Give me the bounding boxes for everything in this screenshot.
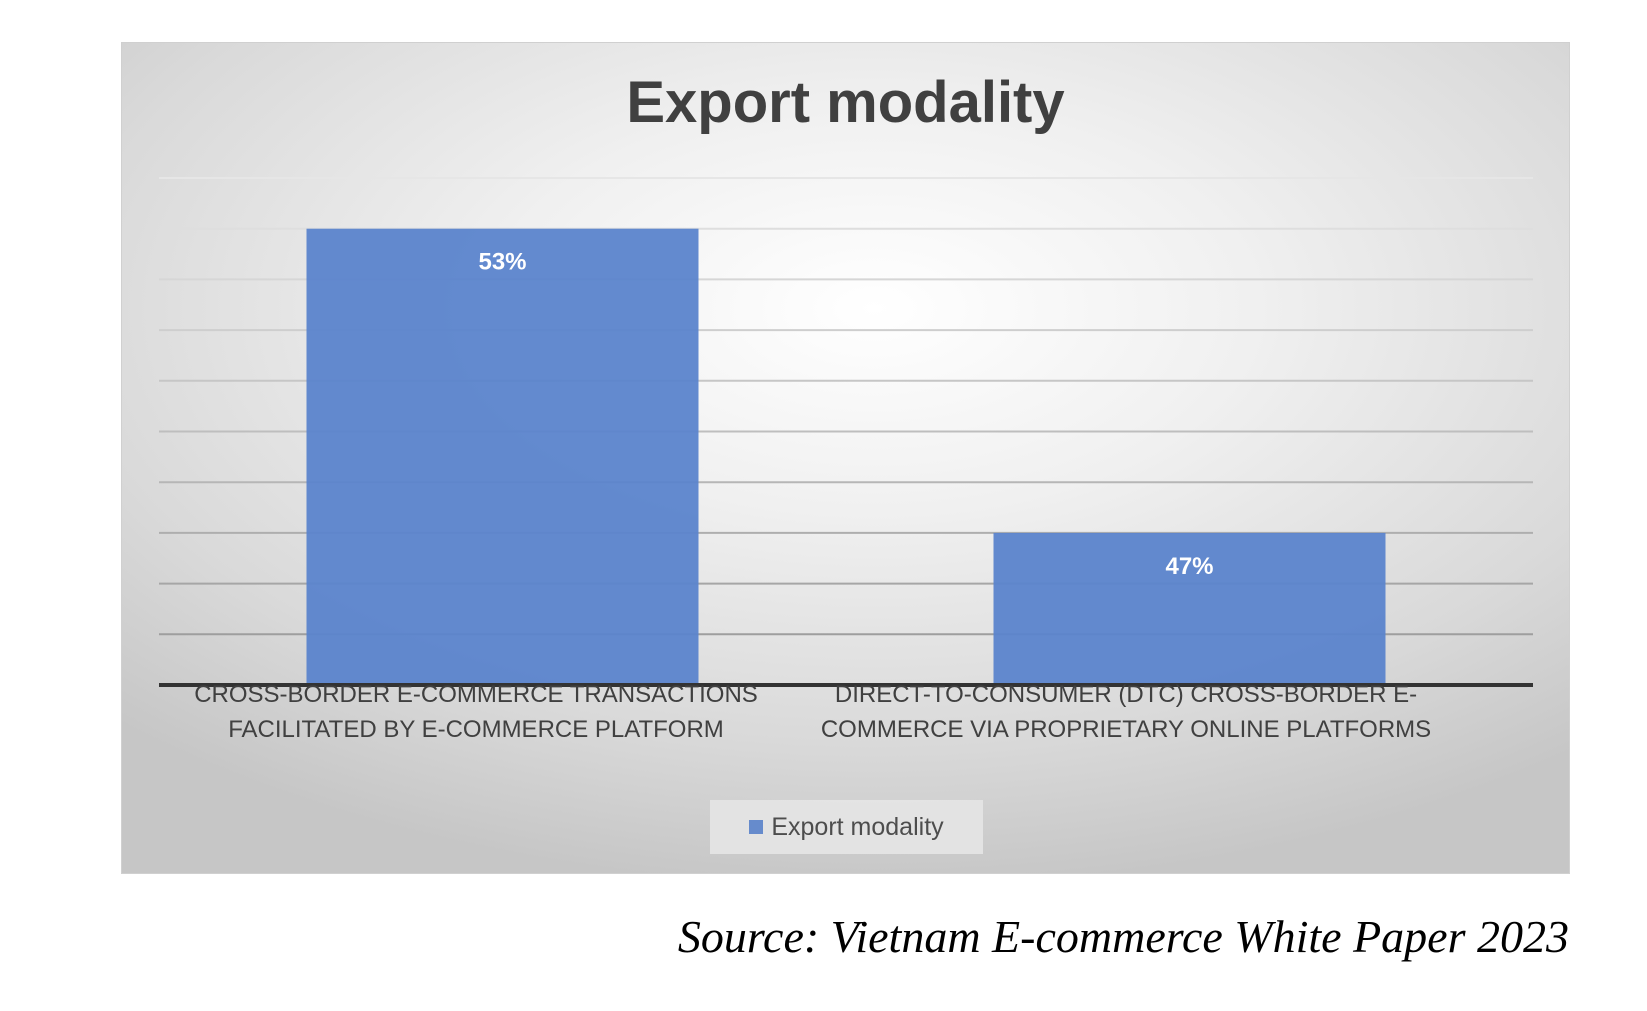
data-label-2: 47% [1165, 553, 1213, 580]
data-label-1: 53% [478, 249, 526, 276]
plot-area: 53% 47% [159, 177, 1533, 687]
category-label-2-line-2: COMMERCE VIA PROPRIETARY ONLINE PLATFORM… [820, 716, 1432, 743]
legend: Export modality [710, 800, 983, 854]
bar-1 [306, 228, 699, 685]
source-caption: Source: Vietnam E-commerce White Paper 2… [677, 911, 1569, 962]
category-label-2-line-1: DIRECT-TO-CONSUMER (DTC) CROSS-BORDER E- [834, 681, 1418, 708]
category-label-1-line-2: FACILITATED BY E-COMMERCE PLATFORM [228, 716, 724, 743]
category-label-1-line-1: CROSS-BORDER E-COMMERCE TRANSACTIONS [194, 681, 758, 708]
legend-label: Export modality [771, 812, 944, 841]
bar-2 [993, 532, 1386, 685]
legend-swatch [749, 820, 764, 834]
category-label-2: DIRECT-TO-CONSUMER (DTC) CROSS-BORDER E-… [806, 677, 1446, 747]
chart-area: Export modality 53% 47% CROSS-BORDER E-CO… [121, 42, 1570, 874]
chart-title: Export modality [626, 70, 1065, 135]
category-label-1: CROSS-BORDER E-COMMERCE TRANSACTIONS FAC… [156, 677, 796, 747]
